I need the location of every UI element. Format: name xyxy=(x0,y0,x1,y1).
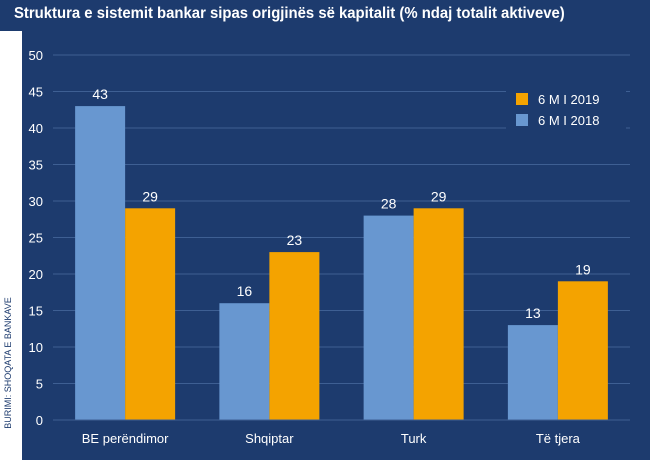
y-tick-label: 5 xyxy=(36,377,43,392)
y-tick-label: 35 xyxy=(29,158,43,173)
value-label: 29 xyxy=(431,188,447,204)
y-tick-label: 50 xyxy=(29,48,43,63)
value-label: 16 xyxy=(237,283,253,299)
x-tick-label: Shqiptar xyxy=(245,431,294,446)
bar xyxy=(557,281,608,420)
bar xyxy=(75,106,126,420)
bar xyxy=(363,215,414,420)
source-note: BURIMI: SHOQATA E BANKAVE xyxy=(0,297,16,429)
y-tick-label: 45 xyxy=(29,85,43,100)
y-tick-label: 20 xyxy=(29,267,43,282)
legend-swatch xyxy=(516,114,528,126)
title-bar: Struktura e sistemit bankar sipas origji… xyxy=(0,0,650,31)
bar xyxy=(219,303,270,420)
bar xyxy=(269,252,320,420)
bar xyxy=(413,208,464,420)
x-tick-label: Të tjera xyxy=(536,431,581,446)
value-label: 29 xyxy=(142,188,158,204)
chart-title: Struktura e sistemit bankar sipas origji… xyxy=(14,5,565,22)
value-label: 23 xyxy=(287,232,303,248)
bar-chart: 0 5 10 15 20 25 30 35 40 45 50 43 29 BE perëndimor 16 2… xyxy=(29,48,630,446)
source-label: BURIMI: SHOQATA E BANKAVE xyxy=(3,297,13,429)
legend-label: 6 M I 2018 xyxy=(538,113,599,128)
value-label: 19 xyxy=(575,261,591,277)
y-tick-label: 15 xyxy=(29,304,43,319)
y-tick-label: 30 xyxy=(29,194,43,209)
plot-panel: 0 5 10 15 20 25 30 35 40 45 50 43 29 BE perëndimor 16 2… xyxy=(22,31,650,460)
x-tick-label: BE perëndimor xyxy=(82,431,169,446)
bar xyxy=(125,208,176,420)
y-tick-label: 0 xyxy=(36,413,43,428)
y-tick-label: 10 xyxy=(29,340,43,355)
y-tick-label: 40 xyxy=(29,121,43,136)
value-label: 13 xyxy=(525,305,541,321)
y-tick-label: 25 xyxy=(29,231,43,246)
x-tick-label: Turk xyxy=(401,431,427,446)
bar xyxy=(507,325,558,420)
value-label: 28 xyxy=(381,196,397,212)
legend-swatch xyxy=(516,93,528,105)
legend-label: 6 M I 2019 xyxy=(538,92,599,107)
value-label: 43 xyxy=(92,86,108,102)
